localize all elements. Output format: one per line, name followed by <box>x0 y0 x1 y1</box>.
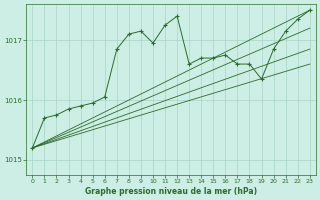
X-axis label: Graphe pression niveau de la mer (hPa): Graphe pression niveau de la mer (hPa) <box>85 187 257 196</box>
